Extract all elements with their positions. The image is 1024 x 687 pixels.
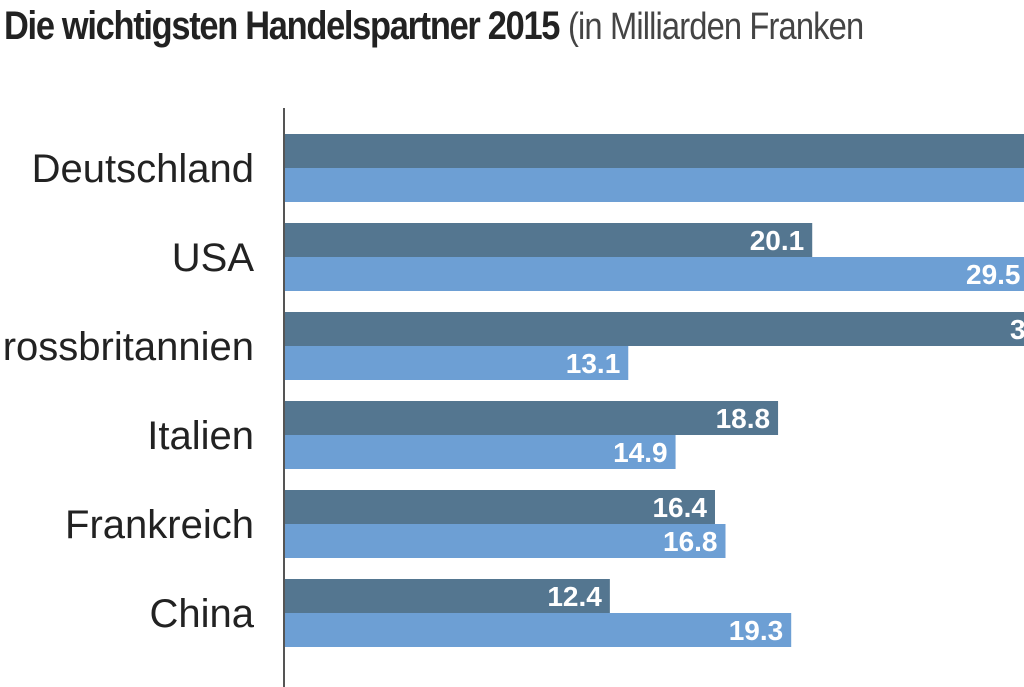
value-label: 13.1 <box>566 348 621 379</box>
value-label: 12.4 <box>547 581 602 612</box>
category-label: Grossbritannien <box>0 325 254 369</box>
chart-subtitle: (in Milliarden Franken <box>567 6 864 48</box>
bar <box>284 490 715 524</box>
category-label: USA <box>172 236 255 280</box>
category-label: Deutschland <box>32 147 254 191</box>
bar <box>284 134 1024 168</box>
category-label: Italien <box>147 414 254 458</box>
value-label: 16.4 <box>652 492 707 523</box>
bar <box>284 312 1024 346</box>
bar <box>284 223 813 257</box>
value-label: 29.5 <box>966 259 1021 290</box>
title-row: Die wichtigsten Handelspartner 2015 (in … <box>4 4 1024 60</box>
bar <box>284 346 629 380</box>
value-label: 16.8 <box>663 526 718 557</box>
chart-title: Die wichtigsten Handelspartner 2015 <box>4 4 560 48</box>
value-label: 14.9 <box>613 437 668 468</box>
bar <box>284 579 610 613</box>
bar <box>284 168 1024 202</box>
bar <box>284 524 726 558</box>
bar <box>284 401 779 435</box>
bar <box>284 613 792 647</box>
value-label: 19.3 <box>729 615 784 646</box>
value-label: 3 <box>1010 314 1024 345</box>
value-label: 20.1 <box>750 225 805 256</box>
bar <box>284 257 1024 291</box>
category-label: China <box>149 592 254 636</box>
category-label: Frankreich <box>65 503 254 547</box>
value-label: 18.8 <box>716 403 771 434</box>
bar <box>284 435 676 469</box>
